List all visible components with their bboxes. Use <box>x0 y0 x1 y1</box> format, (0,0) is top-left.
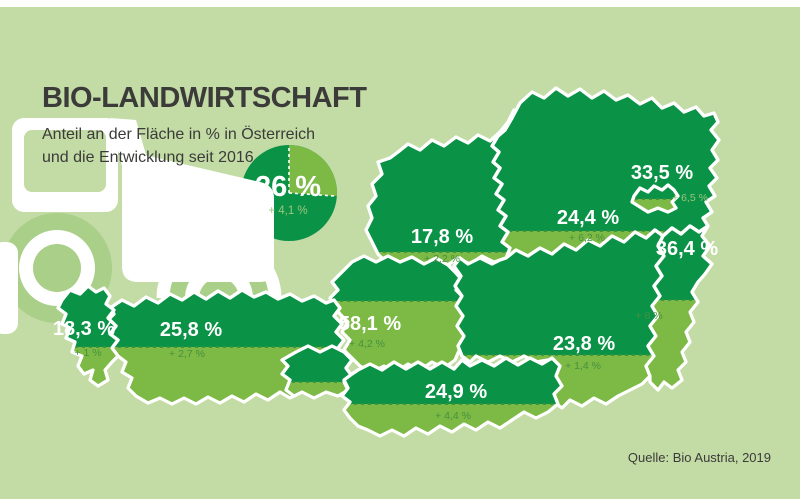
page-title: BIO-LANDWIRTSCHAFT <box>42 82 367 114</box>
change-label-kaernten: + 4,4 % <box>435 410 471 422</box>
change-label-wien: + 6,5 % <box>672 192 708 204</box>
state-wien <box>630 183 680 214</box>
value-label-oberoesterreich: 17,8 % <box>411 226 473 248</box>
value-label-kaernten: 24,9 % <box>425 381 487 403</box>
change-label-niederoesterreich: + 6,2 % <box>569 232 605 244</box>
change-label-salzburg: + 4,2 % <box>349 338 385 350</box>
change-label-steiermark: + 1,4 % <box>565 360 601 372</box>
header: BIO-LANDWIRTSCHAFT Anteil an der Fläche … <box>42 82 367 169</box>
tractor-cab-window <box>24 130 106 192</box>
source-credit: Quelle: Bio Austria, 2019 <box>627 450 771 465</box>
austria-map <box>56 86 721 438</box>
pie-change-label: + 4,1 % <box>268 205 307 217</box>
value-label-steiermark: 23,8 % <box>553 333 615 355</box>
value-label-vorarlberg: 18,3 % <box>53 318 115 340</box>
state-kaernten <box>340 356 564 438</box>
change-label-tirol: + 2,7 % <box>169 348 205 360</box>
value-label-niederoesterreich: 24,4 % <box>557 207 619 229</box>
subtitle-line-2: und die Entwicklung seit 2016 <box>42 148 254 166</box>
value-label-tirol: 25,8 % <box>160 319 222 341</box>
pie-slice-divider <box>288 145 337 197</box>
change-label-vorarlberg: + 1 % <box>74 347 101 359</box>
state-osttirol <box>280 344 354 400</box>
state-labels: 18,3 % + 1 % 25,8 % + 2,7 % 58,1 % + 4,2… <box>53 162 718 422</box>
subtitle-line-1: Anteil an der Fläche in % in Österreich <box>42 126 316 143</box>
change-label-burgenland: + 8 % <box>635 310 662 322</box>
tractor-front-weight <box>0 242 18 334</box>
top-border <box>0 0 800 7</box>
subtitle: Anteil an der Fläche in % in Österreich … <box>42 124 366 169</box>
value-label-burgenland: 36,4 % <box>656 238 718 260</box>
pie-bio-slice <box>289 145 338 197</box>
pie-value-label: 26 % <box>255 171 321 203</box>
tractor-rear-wheel-hub <box>33 244 81 292</box>
value-label-wien: 33,5 % <box>631 162 693 184</box>
value-label-salzburg: 58,1 % <box>339 313 401 335</box>
change-label-oberoesterreich: + 2,2 % <box>424 253 460 265</box>
tractor-body <box>122 151 274 282</box>
